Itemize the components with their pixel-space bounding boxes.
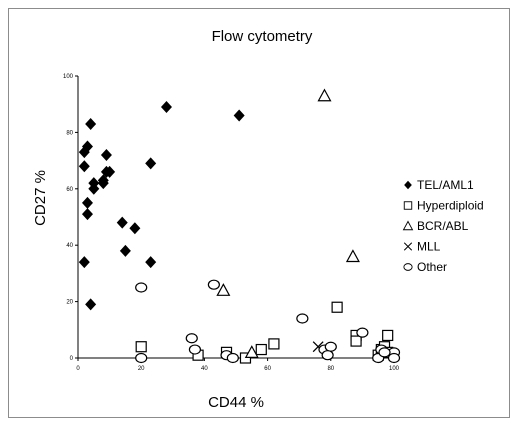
other-point: [185, 333, 198, 344]
other-point: [226, 352, 239, 364]
tel-aml1-point: [145, 256, 157, 269]
legend-marker-other: [403, 263, 413, 271]
legend-label-tel-aml1: TEL/AML1: [417, 178, 474, 192]
x-tick-label: 80: [327, 366, 334, 372]
tel-aml1-point: [81, 140, 93, 153]
data-points: [78, 88, 401, 364]
tel-aml1-point: [129, 222, 141, 235]
legend-marker-tel-aml1: [404, 180, 412, 190]
x-tick-label: 40: [201, 366, 208, 372]
bcr-abl-point: [244, 345, 259, 358]
y-tick-label: 80: [66, 130, 73, 136]
other-point: [387, 352, 401, 364]
y-tick-label: 20: [66, 300, 73, 306]
tel-aml1-point: [104, 165, 116, 178]
hyperdiploid-point: [331, 301, 343, 313]
tel-aml1-point: [85, 117, 97, 130]
other-point: [135, 352, 148, 364]
bcr-abl-point: [216, 283, 231, 296]
chart-title: Flow cytometry: [212, 28, 313, 45]
legend: TEL/AML1 Hyperdiploid BCR/ABL MLL Other: [402, 178, 484, 274]
x-axis-title: CD44 %: [208, 394, 264, 411]
legend-label-mll: MLL: [417, 240, 441, 254]
hyperdiploid-point: [135, 341, 147, 353]
x-tick-label: 60: [264, 366, 271, 372]
y-axis-title: CD27 %: [32, 170, 49, 226]
tel-aml1-point: [160, 101, 172, 114]
legend-label-other: Other: [417, 260, 447, 274]
tel-aml1-point: [116, 216, 128, 229]
other-point: [324, 341, 337, 352]
tel-aml1-point: [145, 157, 157, 170]
y-tick-label: 0: [70, 356, 74, 362]
other-point: [356, 327, 369, 338]
tel-aml1-point: [97, 177, 109, 190]
hyperdiploid-point: [239, 352, 252, 364]
tel-aml1-point: [78, 160, 90, 173]
y-tick-label: 60: [66, 187, 73, 193]
other-point: [321, 350, 334, 361]
other-point: [135, 282, 148, 293]
legend-marker-hyperdiploid: [403, 201, 413, 210]
legend-marker-bcr-abl: [402, 220, 414, 231]
hyperdiploid-point: [268, 338, 280, 350]
x-tick-label: 20: [138, 366, 145, 372]
tel-aml1-point: [119, 244, 131, 257]
bcr-abl-point: [317, 88, 332, 102]
legend-label-hyperdiploid: Hyperdiploid: [417, 199, 484, 213]
tel-aml1-point: [81, 208, 93, 221]
tel-aml1-point: [233, 109, 245, 122]
legend-label-bcr-abl: BCR/ABL: [417, 219, 469, 233]
x-tick-label: 0: [76, 366, 80, 372]
other-point: [378, 347, 391, 358]
tel-aml1-point: [81, 196, 93, 209]
flow-cytometry-chart: Flow cytometry CD27 % CD44 % 0 20 40 60 80 10…: [32, 28, 484, 411]
bcr-abl-point: [345, 249, 360, 263]
x-tick-label: 100: [389, 366, 400, 372]
other-point: [207, 279, 220, 290]
y-tick-label: 100: [63, 74, 74, 80]
hyperdiploid-point: [255, 343, 267, 356]
y-tick-label: 40: [66, 243, 73, 249]
legend-marker-mll: [403, 242, 413, 251]
tel-aml1-point: [100, 148, 112, 161]
chart-frame: Flow cytometry CD27 % CD44 % 0 20 40 60 80 10…: [8, 8, 510, 418]
tel-aml1-point: [78, 256, 90, 269]
hyperdiploid-point: [382, 329, 394, 342]
tel-aml1-point: [85, 298, 97, 311]
axis-ticks: 0 20 40 60 80 100 0 20 40 60 80 100: [63, 74, 400, 372]
other-point: [296, 313, 309, 324]
tel-aml1-point: [88, 182, 100, 195]
other-point: [188, 344, 202, 355]
hyperdiploid-point: [350, 335, 362, 347]
